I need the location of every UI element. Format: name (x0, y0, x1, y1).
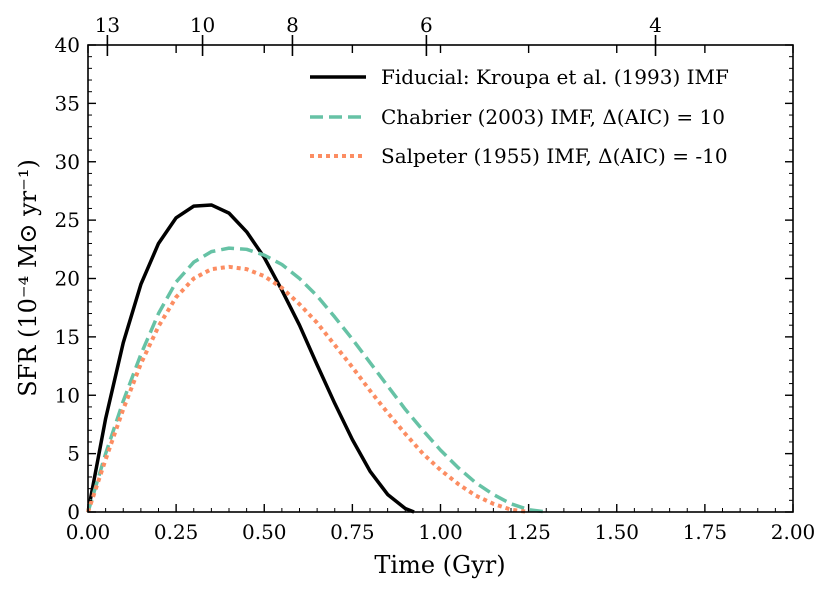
legend-label-salpeter: Salpeter (1955) IMF, Δ(AIC) = -10 (381, 144, 728, 168)
top-axis-tick-label: 6 (420, 13, 433, 37)
x-tick-label: 1.25 (506, 520, 551, 544)
x-tick-label: 1.50 (594, 520, 639, 544)
y-tick-label: 20 (55, 267, 80, 291)
x-tick-label: 1.00 (418, 520, 463, 544)
x-tick-label: 2.00 (771, 520, 816, 544)
x-tick-label: 0.50 (242, 520, 287, 544)
plot-frame (87, 44, 794, 513)
y-tick-label: 30 (55, 150, 80, 174)
x-axis-label: Time (Gyr) (374, 551, 505, 579)
series-layer (86, 203, 547, 514)
top-axis-tick-label: 13 (95, 13, 120, 37)
y-tick-label: 40 (55, 33, 80, 57)
y-tick-label: 25 (55, 208, 80, 232)
x-tick-label: 0.00 (66, 520, 111, 544)
y-axis-label: SFR (10⁻⁴ M⊙ yr⁻¹) (14, 159, 42, 397)
top-axis-tick-label: 10 (190, 13, 215, 37)
top-axis-tick-label: 4 (649, 13, 662, 37)
y-tick-label: 0 (67, 500, 80, 524)
x-tick-label: 0.25 (154, 520, 199, 544)
y-tick-label: 35 (55, 91, 80, 115)
legend-label-fiducial: Fiducial: Kroupa et al. (1993) IMF (381, 65, 729, 89)
top-axis-tick-label: 8 (286, 13, 299, 37)
legend: Fiducial: Kroupa et al. (1993) IMF Chabr… (310, 65, 729, 168)
y-tick-label: 10 (55, 383, 80, 407)
tick-label-layer: 0.00 0.25 0.50 0.75 1.00 1.25 1.50 1.75 2.00 0 5 10… (55, 13, 816, 544)
tick-layer (87, 35, 794, 513)
x-tick-label: 1.75 (683, 520, 728, 544)
y-tick-label: 15 (55, 325, 80, 349)
series-line-fiducial (86, 203, 415, 514)
legend-label-chabrier: Chabrier (2003) IMF, Δ(AIC) = 10 (381, 105, 725, 129)
x-tick-label: 0.75 (330, 520, 375, 544)
series-line-chabrier (86, 246, 547, 514)
y-tick-label: 5 (67, 442, 80, 466)
